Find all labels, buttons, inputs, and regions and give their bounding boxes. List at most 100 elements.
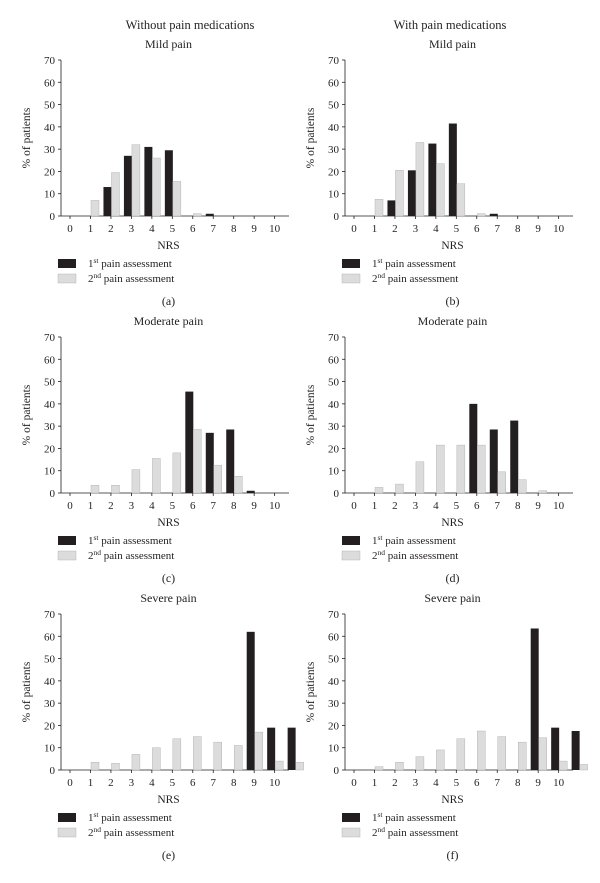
legend-swatch-2nd	[341, 550, 361, 561]
y-tick-label: 0	[334, 211, 340, 223]
y-tick-label: 30	[328, 421, 340, 433]
panel-label: (a)	[162, 294, 175, 308]
bar-2nd-assessment	[436, 163, 445, 217]
y-tick-label: 10	[44, 189, 56, 201]
bar-1st-assessment	[123, 155, 132, 216]
bar-1st-assessment	[246, 631, 255, 770]
y-tick-label: 70	[44, 332, 56, 344]
bar-2nd-assessment	[456, 738, 466, 771]
x-tick-label: 0	[351, 777, 357, 789]
x-tick-label: 3	[129, 777, 135, 789]
y-axis-label: % of patients	[305, 661, 317, 722]
x-tick-label: 2	[108, 223, 114, 235]
x-tick-label: 0	[67, 223, 73, 235]
y-tick-label: 40	[44, 122, 56, 134]
column-header-without-medications: Without pain medications	[125, 18, 255, 32]
bar-2nd-assessment	[374, 487, 384, 494]
legend-swatch-2nd	[341, 827, 361, 838]
y-tick-label: 30	[328, 698, 340, 710]
bar-2nd-assessment	[131, 469, 141, 494]
bar-2nd-assessment	[395, 762, 404, 771]
bar-1st-assessment	[489, 213, 498, 216]
y-tick-label: 70	[328, 609, 340, 621]
bar-1st-assessment	[489, 429, 498, 493]
bar-2nd-assessment	[395, 483, 404, 494]
x-tick-label: 7	[494, 500, 500, 512]
bar-2nd-assessment	[111, 763, 120, 771]
x-tick-label: 8	[515, 500, 521, 512]
x-tick-label: 0	[351, 223, 357, 235]
legend-label-2nd: 2nd pain assessment	[88, 271, 174, 285]
x-tick-label: 10	[553, 777, 565, 789]
x-tick-label: 2	[108, 777, 114, 789]
bar-2nd-assessment	[172, 181, 182, 217]
y-tick-label: 50	[328, 377, 340, 389]
x-tick-label: 7	[494, 223, 500, 235]
x-tick-label: 4	[433, 500, 439, 512]
x-tick-label: 8	[231, 500, 237, 512]
x-tick-label: 6	[190, 223, 196, 235]
y-tick-label: 50	[44, 654, 56, 666]
bar-2nd-assessment	[456, 183, 466, 217]
legend-label-1st: 1st pain assessment	[372, 533, 456, 547]
chart-panel: Mild pain 0 10 20 30 40 50 60 70 % of patients 0 1 2…	[305, 37, 573, 308]
x-tick-label: 5	[170, 777, 176, 789]
bar-1st-assessment	[407, 170, 416, 216]
y-tick-label: 40	[44, 399, 56, 411]
bar-2nd-assessment	[436, 444, 445, 494]
bar-2nd-assessment	[538, 737, 547, 771]
bar-2nd-assessment	[497, 471, 506, 494]
bar-1st-assessment	[103, 187, 112, 216]
chart-panel: Severe pain 0 10 20 30 40 50 60 70 % of patients 0…	[305, 591, 588, 862]
x-tick-label: 8	[515, 223, 521, 235]
x-tick-label: 2	[108, 500, 114, 512]
x-tick-label: 8	[515, 777, 521, 789]
legend-label-2nd: 2nd pain assessment	[88, 548, 174, 562]
legend-swatch-2nd	[57, 550, 77, 561]
y-tick-label: 50	[328, 654, 340, 666]
bar-2nd-assessment	[213, 464, 222, 494]
x-tick-label: 10	[269, 223, 281, 235]
y-tick-label: 10	[44, 743, 56, 755]
y-axis-label: % of patients	[305, 384, 317, 445]
x-tick-label: 9	[251, 223, 257, 235]
panel-title: Mild pain	[429, 37, 476, 51]
x-tick-label: 8	[231, 777, 237, 789]
x-tick-label: 6	[190, 777, 196, 789]
x-tick-label: 8	[231, 223, 237, 235]
bar-2nd-assessment	[172, 452, 182, 494]
x-tick-label: 6	[190, 500, 196, 512]
bar-1st-assessment	[530, 628, 539, 770]
y-axis-label: % of patients	[21, 107, 33, 168]
bar-1st-assessment	[571, 731, 580, 770]
y-tick-label: 40	[328, 122, 340, 134]
x-tick-label: 3	[413, 223, 419, 235]
x-tick-label: 1	[88, 777, 94, 789]
legend-label-2nd: 2nd pain assessment	[372, 548, 458, 562]
legend-swatch-1st	[58, 536, 76, 545]
panel-label: (b)	[446, 294, 460, 308]
bar-1st-assessment	[205, 432, 214, 493]
bar-2nd-assessment	[436, 749, 445, 771]
legend-label-2nd: 2nd pain assessment	[372, 825, 458, 839]
y-tick-label: 30	[44, 144, 56, 156]
x-tick-label: 3	[413, 500, 419, 512]
x-tick-label: 3	[413, 777, 419, 789]
x-tick-label: 9	[251, 500, 257, 512]
bar-1st-assessment	[428, 143, 437, 216]
bar-1st-assessment	[267, 727, 276, 770]
x-tick-label: 5	[170, 223, 176, 235]
legend-swatch-1st	[342, 536, 360, 545]
x-axis-label: NRS	[441, 240, 463, 252]
y-tick-label: 20	[328, 443, 340, 455]
bar-1st-assessment	[246, 490, 255, 493]
legend-swatch-2nd	[341, 273, 361, 284]
bar-2nd-assessment	[579, 764, 588, 771]
y-tick-label: 70	[328, 332, 340, 344]
bar-1st-assessment	[387, 200, 396, 216]
y-tick-label: 20	[44, 166, 56, 178]
